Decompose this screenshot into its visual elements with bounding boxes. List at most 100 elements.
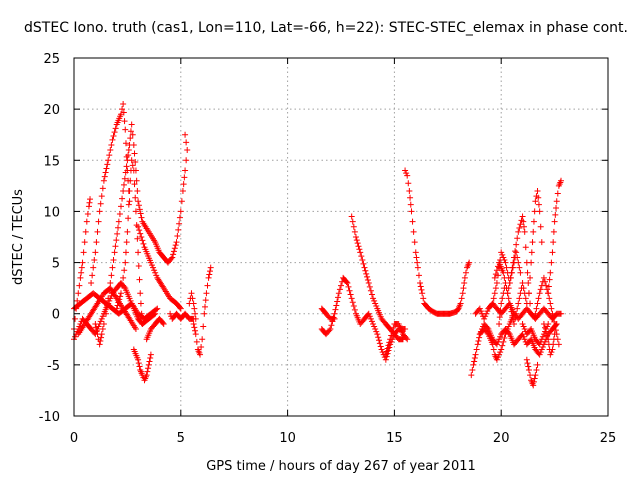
data-point — [97, 318, 104, 325]
data-point — [471, 355, 478, 362]
data-point — [552, 211, 559, 218]
data-point — [461, 280, 468, 287]
data-point — [536, 341, 543, 348]
data-point — [501, 274, 508, 281]
data-point — [121, 267, 128, 274]
data-point — [482, 313, 489, 320]
data-point — [541, 278, 548, 285]
data-point — [348, 295, 355, 302]
data-point — [110, 257, 117, 264]
data-point — [372, 326, 379, 333]
data-point — [373, 328, 380, 335]
data-point — [520, 218, 527, 225]
data-point — [129, 162, 136, 169]
data-point — [131, 150, 138, 157]
data-point — [122, 169, 129, 176]
data-point — [545, 336, 552, 343]
x-tick-label: 0 — [70, 431, 78, 446]
data-point — [521, 228, 528, 235]
data-point — [206, 271, 213, 278]
data-point — [492, 285, 499, 292]
data-point — [332, 306, 339, 313]
data-point — [367, 315, 374, 322]
data-point — [93, 239, 100, 246]
data-point — [503, 264, 510, 271]
y-tick-label: -10 — [39, 410, 60, 425]
data-point — [476, 331, 483, 338]
data-point — [500, 254, 507, 261]
data-point — [334, 298, 341, 305]
data-point — [417, 280, 424, 287]
data-point — [177, 305, 184, 312]
data-point — [543, 282, 550, 289]
data-point — [123, 239, 130, 246]
data-point — [516, 225, 523, 232]
data-point — [345, 283, 352, 290]
data-point — [525, 280, 532, 287]
data-point — [551, 331, 558, 338]
data-point — [361, 264, 368, 271]
data-point — [513, 249, 520, 256]
data-point — [352, 234, 359, 240]
data-point — [529, 239, 536, 246]
data-point — [111, 249, 118, 256]
data-point — [549, 249, 556, 256]
data-point — [147, 355, 154, 362]
data-point — [343, 279, 350, 286]
data-point — [454, 306, 461, 313]
data-point — [349, 299, 356, 306]
data-point — [83, 218, 90, 225]
data-point — [139, 237, 146, 244]
data-point — [132, 158, 139, 165]
data-point — [537, 286, 544, 293]
data-point — [540, 274, 547, 281]
data-point — [515, 228, 522, 235]
data-point — [551, 318, 558, 325]
data-point — [501, 257, 508, 264]
data-point — [98, 315, 105, 322]
data-point — [528, 249, 535, 256]
data-point — [192, 331, 199, 338]
data-point — [473, 346, 480, 353]
data-point — [121, 175, 128, 182]
data-point — [543, 326, 550, 333]
data-point — [509, 312, 516, 319]
data-point — [376, 340, 383, 347]
data-point — [523, 300, 530, 307]
data-point — [88, 280, 95, 287]
data-point — [544, 323, 551, 330]
data-point — [536, 351, 543, 358]
data-point — [98, 331, 105, 338]
data-point — [415, 272, 422, 279]
data-point — [191, 305, 198, 312]
data-point — [492, 271, 499, 278]
data-point — [90, 264, 97, 271]
data-point — [170, 251, 177, 258]
data-point — [77, 274, 84, 281]
data-point — [382, 356, 389, 363]
y-tick-label: 15 — [43, 154, 60, 169]
data-point — [552, 327, 559, 334]
data-point — [98, 193, 105, 200]
data-point — [538, 239, 545, 246]
data-point — [414, 264, 421, 271]
data-point — [76, 282, 83, 289]
data-point — [109, 264, 116, 271]
data-point — [476, 305, 483, 312]
data-point — [498, 346, 505, 353]
data-point — [525, 363, 532, 370]
data-point — [533, 366, 540, 373]
data-point — [126, 295, 133, 302]
x-tick-label: 25 — [600, 431, 617, 446]
data-point — [373, 303, 380, 310]
data-point — [365, 280, 372, 287]
data-point — [468, 372, 475, 379]
data-point — [95, 218, 102, 225]
data-point — [189, 295, 196, 302]
data-point — [184, 147, 191, 154]
data-point — [99, 185, 106, 192]
data-point — [106, 152, 113, 159]
data-point — [85, 203, 92, 210]
data-point — [135, 262, 142, 269]
